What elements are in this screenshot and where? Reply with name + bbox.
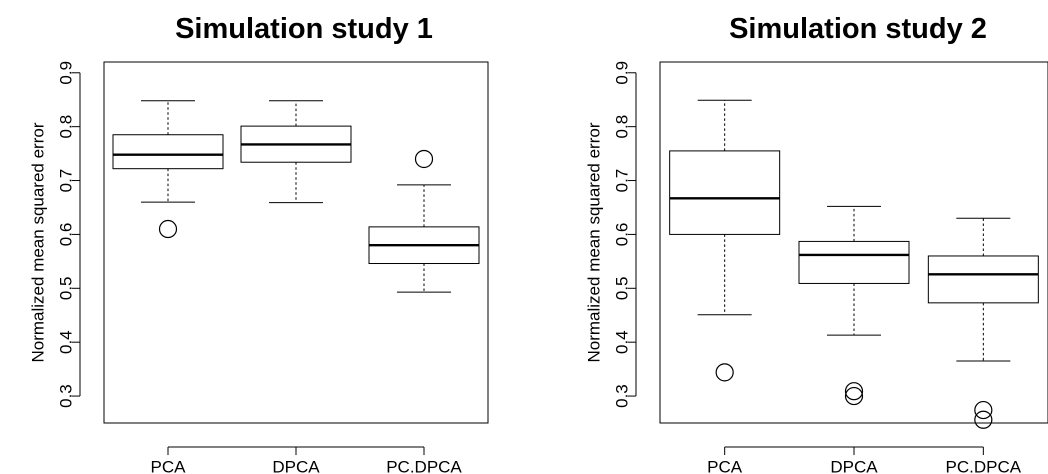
panel-title: Simulation study 2 — [729, 13, 987, 45]
outlier-point — [844, 386, 864, 406]
box-pc-dpca — [927, 217, 1039, 429]
y-tick-label: 0.8 — [57, 115, 76, 139]
y-tick-label: 0.5 — [613, 276, 632, 300]
y-tick-label: 0.8 — [613, 115, 632, 139]
outlier-point — [414, 149, 434, 169]
plot-frame — [659, 61, 1048, 424]
interquartile-box — [112, 134, 224, 170]
y-tick-label: 0.9 — [613, 61, 632, 85]
interquartile-box — [669, 150, 781, 235]
box-dpca — [798, 205, 910, 406]
outlier-point — [974, 410, 993, 429]
y-tick-label: 0.5 — [57, 276, 76, 300]
y-tick-label: 0.7 — [57, 169, 76, 193]
box-dpca — [240, 100, 352, 204]
box-pc-dpca — [368, 149, 480, 293]
box-plot-panel-1: Simulation study 1 0.3 0.4 0.5 0.6 0.7 0.8 0.9 N… — [29, 13, 489, 474]
plot-frame — [103, 61, 489, 424]
y-tick-label: 0.3 — [613, 384, 632, 408]
x-tick-label: PC.DPCA — [386, 458, 462, 474]
y-tick-label: 0.4 — [613, 330, 632, 354]
y-tick-label: 0.6 — [57, 223, 76, 247]
y-axis-label: Normalized mean squared error — [29, 122, 48, 362]
y-axis-label: Normalized mean squared error — [585, 122, 604, 362]
interquartile-box — [798, 240, 910, 284]
x-tick-label: PC.DPCA — [946, 458, 1022, 474]
box-pca — [669, 99, 781, 382]
outlier-point — [844, 382, 864, 401]
x-tick-label: DPCA — [272, 458, 320, 474]
y-tick-label: 0.3 — [57, 384, 76, 408]
x-tick-label: DPCA — [830, 458, 878, 474]
y-tick-label: 0.4 — [57, 330, 76, 354]
x-tick-label: PCA — [707, 458, 743, 474]
box-pca — [112, 100, 224, 239]
y-tick-label: 0.7 — [613, 169, 632, 193]
y-tick-label: 0.6 — [613, 223, 632, 247]
outlier-point — [974, 400, 993, 420]
panel-title: Simulation study 1 — [175, 13, 433, 45]
outlier-point — [715, 363, 734, 382]
y-tick-label: 0.9 — [57, 61, 76, 85]
x-tick-label: PCA — [151, 458, 187, 474]
outlier-point — [158, 219, 178, 239]
chart-panels: Simulation study 1 0.3 0.4 0.5 0.6 0.7 0.8 0.9 N… — [29, 13, 1048, 474]
box-plot-panel-2: Simulation study 2 0.3 0.4 0.5 0.6 0.7 0.8 0.9 N… — [585, 13, 1048, 474]
interquartile-box — [927, 255, 1039, 304]
